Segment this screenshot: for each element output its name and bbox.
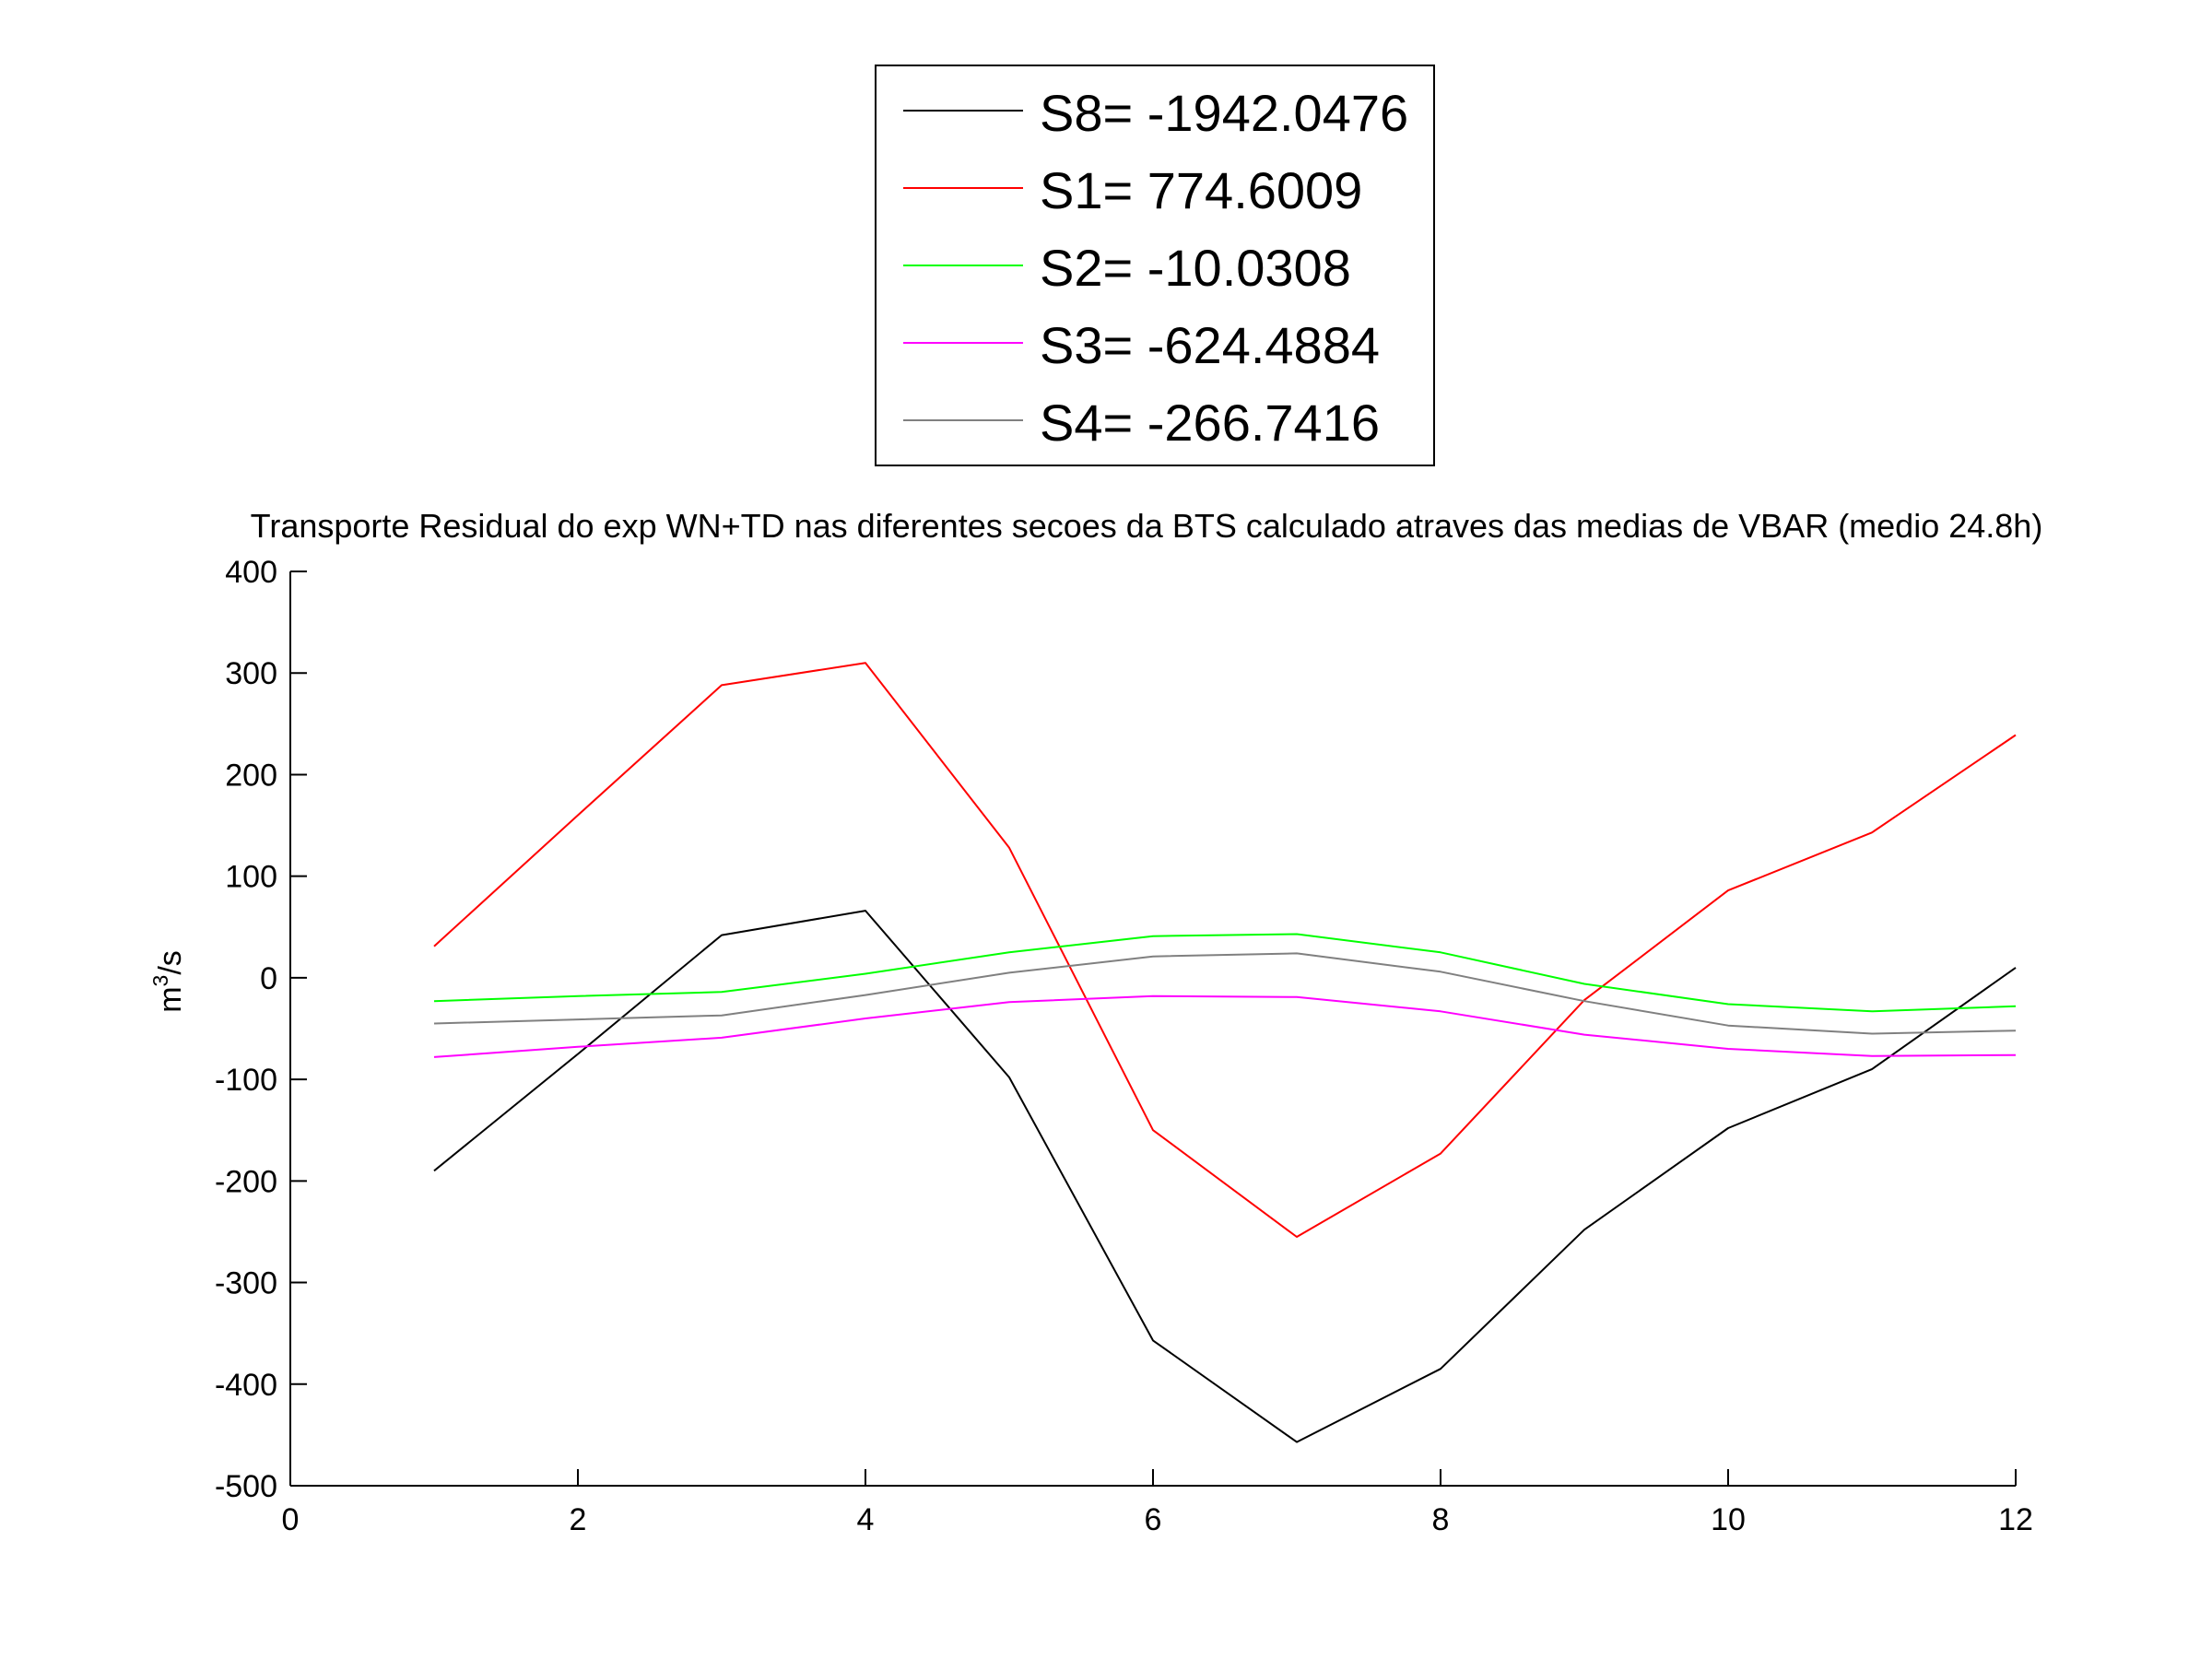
x-tick-label: 12	[1998, 1502, 2033, 1537]
legend-label-3: S2= -10.0308	[1040, 239, 1351, 297]
series-line-1	[433, 910, 2017, 1443]
series-line-2	[433, 662, 2017, 1238]
legend-label-4: S3= -624.4884	[1040, 316, 1380, 374]
series-line-4	[433, 994, 2017, 1058]
legend-label-2: S1= 774.6009	[1040, 161, 1362, 219]
x-tick-label: 6	[1145, 1502, 1162, 1537]
y-axis-label-unit: /s	[153, 950, 188, 974]
axes: 0 2 4 6 8 10 12 400 300 200 100 0 -100 -200 -300 -400 -…	[215, 555, 2033, 1537]
x-tick-label: 10	[1711, 1502, 1746, 1537]
y-tick-label: -500	[215, 1469, 277, 1504]
y-tick-label: 300	[225, 656, 277, 691]
legend-label-5: S4= -266.7416	[1040, 394, 1380, 452]
x-tick-label: 2	[570, 1502, 587, 1537]
y-tick-label: -300	[215, 1266, 277, 1301]
y-tick-label: 200	[225, 758, 277, 793]
y-tick-label: 100	[225, 860, 277, 895]
y-tick-label: -100	[215, 1063, 277, 1098]
series-line-5	[433, 952, 2017, 1035]
y-axis-label: m3/s	[148, 950, 188, 1013]
y-tick-label: -200	[215, 1164, 277, 1199]
series-line-3	[433, 933, 2017, 1013]
y-tick-label: -400	[215, 1368, 277, 1403]
y-axis-ticks: 400 300 200 100 0 -100 -200 -300 -400 -500	[215, 555, 307, 1504]
y-tick-label: 0	[260, 961, 277, 996]
chart-title: Transporte Residual do exp WN+TD nas dif…	[251, 507, 2043, 545]
y-axis-label-base: m	[153, 986, 188, 1012]
series-group	[433, 662, 2017, 1443]
x-axis-ticks: 0 2 4 6 8 10 12	[282, 1469, 2033, 1537]
x-tick-label: 4	[857, 1502, 875, 1537]
y-axis-label-superscript: 3	[148, 975, 172, 987]
legend: S8= -1942.0476 S1= 774.6009 S2= -10.0308 S3…	[875, 65, 1435, 466]
legend-label-1: S8= -1942.0476	[1040, 84, 1408, 142]
y-tick-label: 400	[225, 555, 277, 590]
x-tick-label: 8	[1432, 1502, 1450, 1537]
x-tick-label: 0	[282, 1502, 300, 1537]
